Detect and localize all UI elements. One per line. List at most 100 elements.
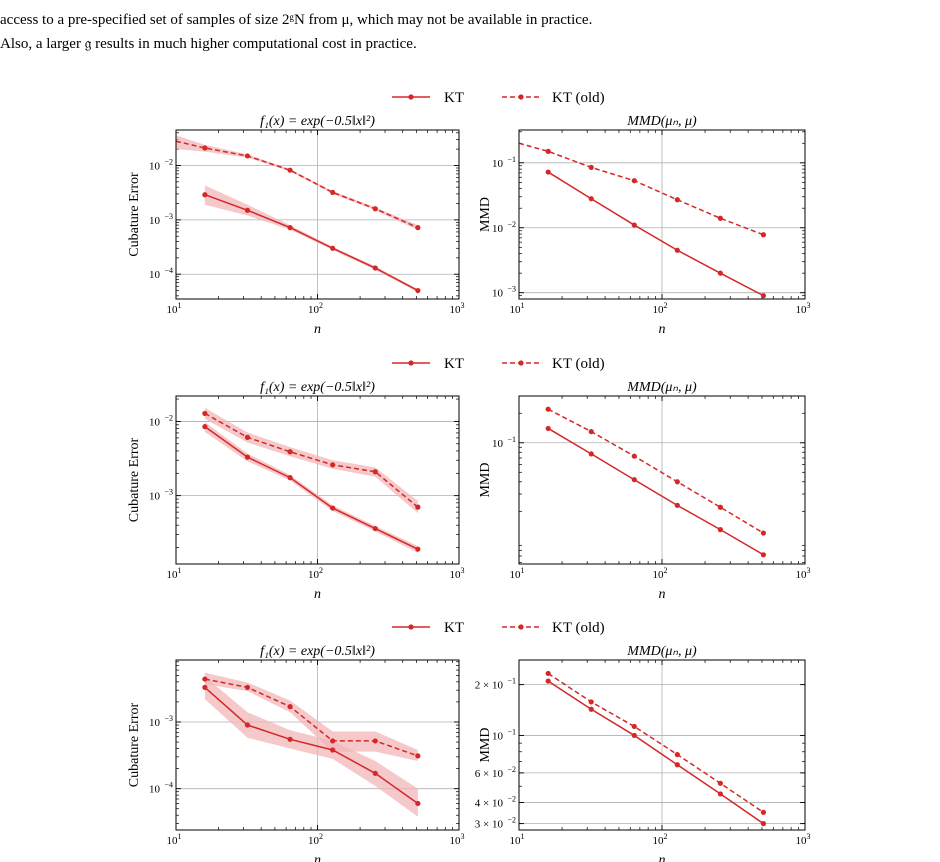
- x-tick-exponent: 2: [664, 832, 668, 841]
- data-point-kt-old: [545, 406, 551, 412]
- y-tick-label: 6 × 10 −2: [475, 765, 516, 780]
- series-line-kt-old: [204, 678, 419, 757]
- data-point-kt-old: [244, 684, 251, 691]
- y-tick-exponent: −3: [507, 285, 516, 294]
- x-tick-exponent: 3: [807, 566, 811, 575]
- confidence-band: [176, 135, 418, 231]
- data-point-kt: [760, 552, 767, 558]
- y-tick-label: 10 −4: [149, 781, 173, 796]
- y-tick-label: 10 −3: [149, 488, 173, 503]
- x-tick-label: 101: [167, 301, 182, 316]
- data-point-kt-old: [631, 453, 637, 459]
- y-tick-label: 10 −1: [492, 435, 516, 450]
- y-tick-exponent: −2: [507, 765, 516, 774]
- series-line-kt: [547, 680, 764, 825]
- data-point-kt: [372, 770, 378, 776]
- x-tick-label: 103: [796, 832, 811, 847]
- data-point-kt: [287, 475, 293, 481]
- y-tick-label: 10 −2: [492, 220, 516, 235]
- legend-kt-label: KT: [444, 356, 464, 372]
- paragraph-line-2: Also, a larger 𝔤 results in much higher …: [0, 36, 417, 52]
- series-line-kt-old: [204, 412, 419, 508]
- y-tick-exponent: −3: [164, 212, 173, 221]
- legend-kt-marker: [408, 624, 414, 630]
- confidence-band: [204, 672, 418, 761]
- data-point-kt-old: [588, 164, 594, 170]
- y-tick-exponent: −1: [507, 435, 516, 444]
- legend-kt-old-label: KT (old): [552, 356, 605, 372]
- y-tick-exponent: −3: [164, 714, 173, 723]
- x-tick-exponent: 2: [664, 301, 668, 310]
- data-point-kt: [244, 722, 251, 728]
- data-point-kt-old: [287, 449, 293, 455]
- paragraph-line-1: access to a pre-specified set of samples…: [0, 12, 593, 28]
- x-tick-label: 102: [308, 832, 323, 847]
- legend-kt-old-marker: [518, 624, 524, 630]
- legend: KT KT (old): [392, 620, 605, 636]
- chart-title: MMD(μₙ, μ): [626, 644, 697, 659]
- legend: KT KT (old): [392, 356, 605, 372]
- data-point-kt: [674, 502, 680, 508]
- data-point-kt: [202, 684, 208, 691]
- data-point-kt: [287, 225, 293, 231]
- x-tick-exponent: 3: [807, 301, 811, 310]
- chart-title: f₁(x) = exp(−0.5‖x‖²): [260, 380, 375, 395]
- data-point-kt: [372, 265, 378, 271]
- y-tick-label: 10 −3: [492, 285, 516, 300]
- chart-4: 101 102 103 10 −1 MMD(μₙ, μ) n MMD: [478, 380, 811, 602]
- data-point-kt-old: [717, 504, 723, 510]
- data-point-kt-old: [760, 809, 767, 815]
- data-point-kt-old: [372, 738, 378, 744]
- x-tick-exponent: 1: [521, 566, 525, 575]
- data-point-kt-old: [330, 462, 336, 468]
- confidence-band: [204, 407, 418, 514]
- x-axis-label: n: [314, 853, 321, 862]
- y-tick-label: 3 × 10 −2: [475, 816, 516, 831]
- data-point-kt-old: [202, 676, 208, 682]
- y-tick-label: 4 × 10 −2: [475, 795, 516, 810]
- x-tick-exponent: 1: [178, 566, 182, 575]
- y-tick-exponent: −2: [164, 413, 173, 422]
- plot-area: [204, 672, 419, 817]
- x-tick-label: 101: [510, 832, 525, 847]
- y-tick-exponent: −1: [507, 677, 516, 686]
- legend-kt-old-marker: [518, 360, 524, 366]
- x-tick-label: 103: [450, 301, 465, 316]
- data-point-kt-old: [674, 479, 680, 485]
- plot-area: [204, 407, 419, 553]
- data-point-kt: [330, 747, 336, 753]
- data-point-kt-old: [674, 751, 680, 758]
- series-line-kt: [204, 194, 419, 292]
- data-point-kt-old: [330, 189, 336, 196]
- x-tick-exponent: 1: [178, 832, 182, 841]
- y-tick-exponent: −2: [164, 158, 173, 167]
- data-point-kt: [545, 169, 551, 175]
- y-tick-exponent: −4: [164, 781, 173, 790]
- data-point-kt-old: [287, 704, 293, 710]
- chart-title: f₁(x) = exp(−0.5‖x‖²): [260, 644, 375, 659]
- series-line-kt: [547, 427, 764, 556]
- data-point-kt: [330, 245, 336, 251]
- x-tick-exponent: 2: [319, 566, 323, 575]
- y-tick-exponent: −3: [164, 488, 173, 497]
- data-point-kt-old: [631, 178, 637, 184]
- data-point-kt: [674, 247, 680, 253]
- data-point-kt-old: [330, 738, 336, 744]
- y-tick-label: 10 −1: [492, 727, 516, 742]
- data-point-kt: [631, 222, 637, 228]
- data-point-kt-old: [545, 148, 551, 154]
- chart-3: 101 102 103 10 −3 10 −2 f₁(x) = exp(−0.5‖x‖²) n C…: [127, 380, 465, 602]
- y-axis-label: MMD: [478, 727, 493, 762]
- x-tick-exponent: 1: [521, 301, 525, 310]
- y-axis-label: Cubature Error: [127, 172, 142, 257]
- plot-area: [547, 408, 764, 556]
- x-tick-label: 101: [167, 566, 182, 581]
- y-tick-exponent: −4: [164, 266, 173, 275]
- plot-area: [519, 142, 764, 297]
- data-point-kt: [760, 293, 767, 299]
- data-point-kt: [545, 425, 551, 432]
- chart-title: MMD(μₙ, μ): [626, 114, 697, 129]
- data-point-kt: [545, 678, 551, 684]
- x-tick-exponent: 3: [461, 832, 465, 841]
